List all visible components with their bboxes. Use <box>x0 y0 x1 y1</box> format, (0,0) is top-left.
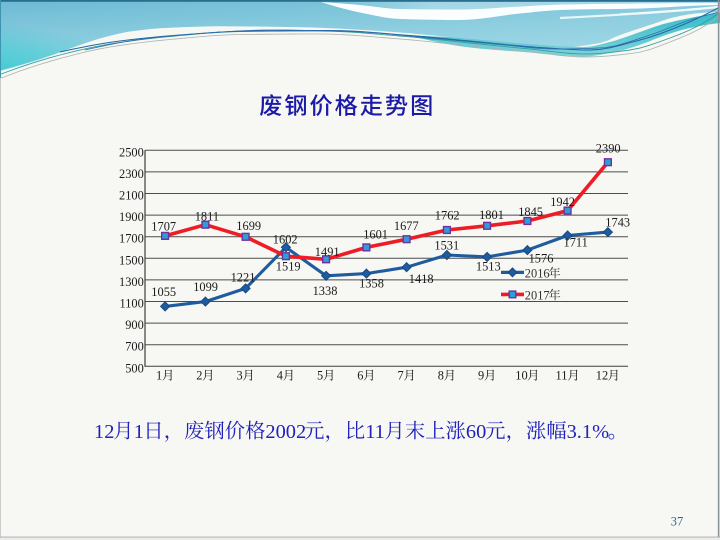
svg-text:1513: 1513 <box>476 259 501 273</box>
svg-text:60: 60 <box>466 421 486 443</box>
svg-text:3: 3 <box>237 369 243 383</box>
svg-text:1811: 1811 <box>195 209 219 223</box>
svg-text:1099: 1099 <box>193 280 218 294</box>
svg-text:1221: 1221 <box>231 271 256 285</box>
svg-text:2002: 2002 <box>265 421 306 443</box>
svg-text:2500: 2500 <box>119 145 144 159</box>
svg-text:2100: 2100 <box>119 189 144 203</box>
svg-text:1942: 1942 <box>550 195 575 209</box>
svg-text:1: 1 <box>134 421 144 443</box>
svg-text:10: 10 <box>515 369 527 383</box>
svg-text:1900: 1900 <box>119 210 144 224</box>
svg-text:11: 11 <box>365 421 385 443</box>
svg-text:1418: 1418 <box>409 272 434 286</box>
svg-text:1707: 1707 <box>151 220 176 234</box>
svg-text:4: 4 <box>277 369 283 383</box>
svg-text:1519: 1519 <box>276 259 301 273</box>
svg-text:2016: 2016 <box>525 266 550 280</box>
svg-text:1762: 1762 <box>435 209 460 223</box>
svg-text:1699: 1699 <box>236 219 261 233</box>
svg-text:1531: 1531 <box>434 239 459 253</box>
svg-text:700: 700 <box>125 340 144 354</box>
svg-text:1677: 1677 <box>394 219 419 233</box>
svg-text:1: 1 <box>156 369 162 383</box>
svg-text:37: 37 <box>671 515 683 529</box>
svg-text:1743: 1743 <box>605 216 630 230</box>
svg-text:1055: 1055 <box>151 285 176 299</box>
svg-text:7: 7 <box>398 369 404 383</box>
svg-text:1801: 1801 <box>479 208 504 222</box>
svg-text:11: 11 <box>556 369 568 383</box>
svg-text:1576: 1576 <box>529 252 554 266</box>
svg-text:2390: 2390 <box>596 141 621 155</box>
svg-text:2300: 2300 <box>119 167 144 181</box>
svg-text:8: 8 <box>438 369 444 383</box>
svg-text:3.1%: 3.1% <box>567 421 609 443</box>
svg-text:900: 900 <box>125 318 144 332</box>
svg-text:1602: 1602 <box>273 233 298 247</box>
svg-text:1845: 1845 <box>518 205 543 219</box>
svg-text:9: 9 <box>478 369 484 383</box>
svg-text:1300: 1300 <box>119 275 144 289</box>
svg-text:1338: 1338 <box>313 284 338 298</box>
svg-text:12: 12 <box>596 369 608 383</box>
svg-text:1491: 1491 <box>315 245 340 259</box>
svg-text:12: 12 <box>94 421 114 443</box>
svg-text:1358: 1358 <box>359 277 384 291</box>
svg-text:1500: 1500 <box>119 253 144 267</box>
svg-text:1100: 1100 <box>119 297 143 311</box>
svg-text:1711: 1711 <box>564 236 588 250</box>
svg-text:6: 6 <box>357 369 363 383</box>
svg-text:500: 500 <box>125 361 144 375</box>
svg-text:5: 5 <box>317 369 323 383</box>
svg-text:1700: 1700 <box>119 232 144 246</box>
svg-text:2017: 2017 <box>525 288 550 302</box>
svg-text:2: 2 <box>196 369 202 383</box>
svg-text:1601: 1601 <box>363 228 388 242</box>
